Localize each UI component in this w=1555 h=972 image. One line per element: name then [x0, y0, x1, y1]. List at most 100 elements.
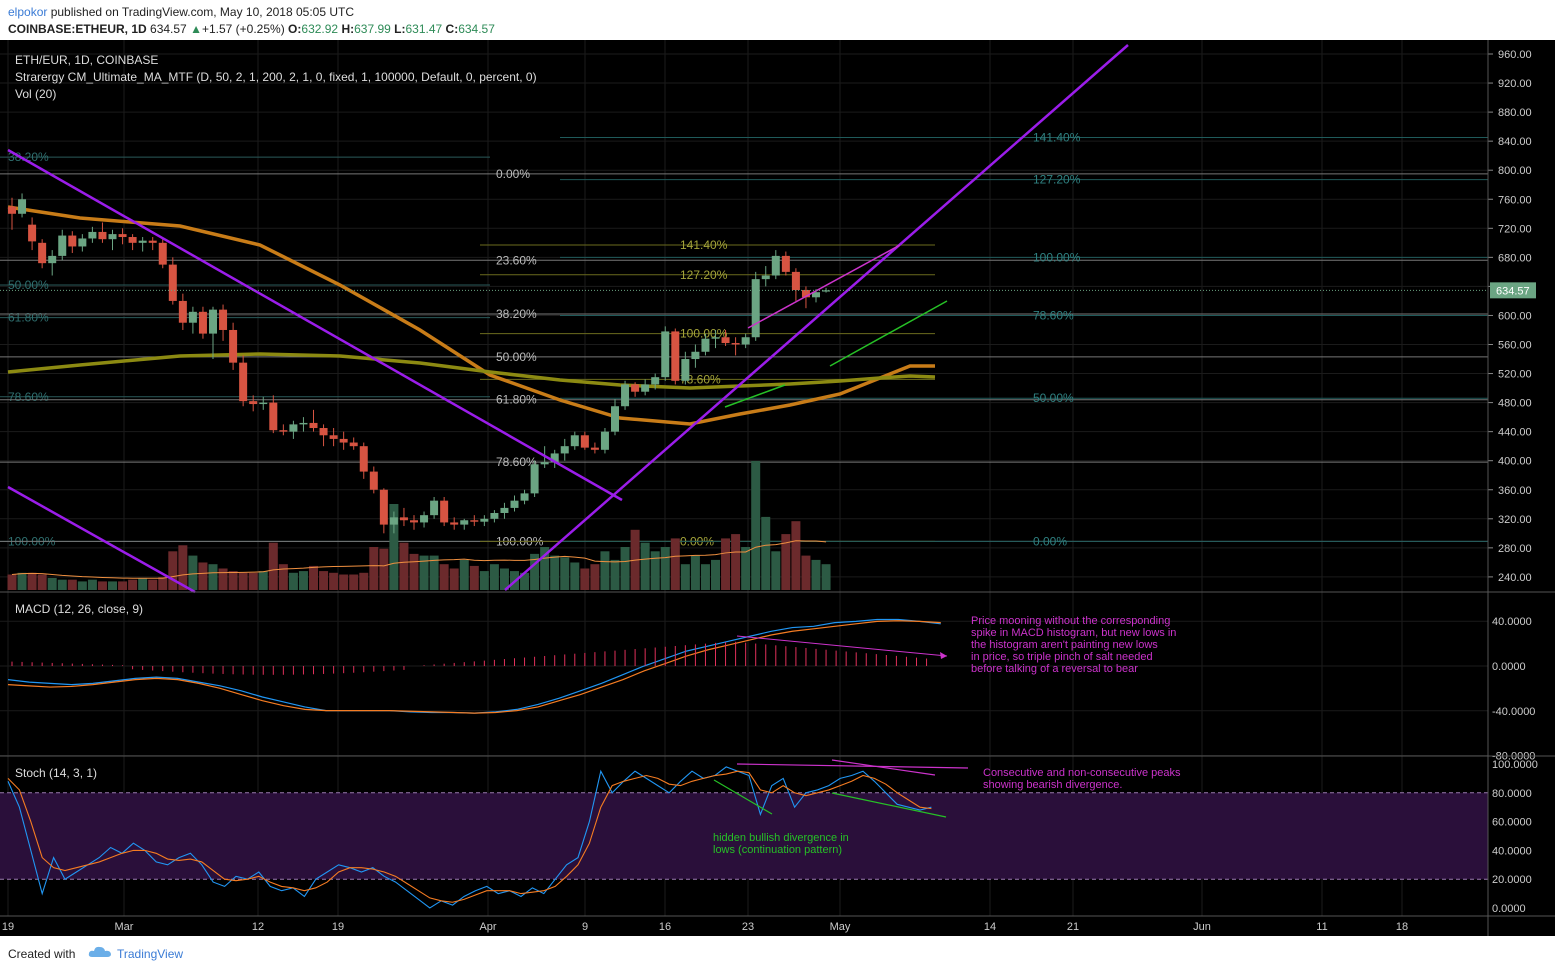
candle-body [289, 424, 298, 432]
legend-macd[interactable]: MACD (12, 26, close, 9) [15, 602, 143, 616]
stoch-tick-label: 40.0000 [1492, 845, 1532, 857]
volume-bar [128, 579, 138, 590]
chart-canvas[interactable]: 38.20% 50.00% 61.80% 78.60% 100.00% 0.00% 23.6… [0, 40, 1555, 936]
volume-bar [218, 568, 228, 590]
volume-bar [198, 562, 208, 590]
wedge-lower [829, 300, 948, 367]
price-tick-label: 480.00 [1498, 398, 1532, 410]
high-label: H: [341, 22, 355, 36]
volume-bar [479, 571, 489, 590]
candle-body [600, 431, 609, 450]
open-value: 632.92 [301, 22, 339, 36]
volume-bar [319, 571, 329, 590]
candle-body [590, 447, 599, 450]
candle-body [148, 240, 157, 243]
author-link[interactable]: elpokor [8, 5, 48, 19]
fibonacci-levels: 38.20% 50.00% 61.80% 78.60% 100.00% 0.00% 23.6… [0, 131, 1488, 548]
created-with-text: Created with [8, 947, 76, 961]
macd-tick-label: -40.0000 [1492, 706, 1535, 718]
macd-divergence-line [736, 635, 948, 657]
volume-bar [459, 559, 469, 590]
stoch-tick-label: 20.0000 [1492, 874, 1532, 886]
candle-body [701, 338, 710, 352]
axes: 960.00 920.00 880.00 840.00 800.00 760.00 720.… [0, 49, 1538, 933]
last-price: 634.57 [150, 22, 187, 36]
macd-tick-label: 0.0000 [1492, 661, 1526, 673]
volume-bar [449, 568, 459, 590]
volume-bar [268, 542, 278, 590]
volume-bar [17, 572, 27, 590]
fib-right-label: 78.60% [1033, 308, 1074, 322]
volume-bar [650, 551, 660, 590]
volume-bar [711, 559, 720, 590]
volume-bar [409, 553, 419, 590]
volume-bar [721, 538, 731, 590]
volume-bar [379, 548, 389, 590]
price-tick-label: 720.00 [1498, 223, 1532, 235]
fib-right-label: 127.20% [1033, 173, 1081, 187]
ma200-line [7, 352, 936, 390]
time-tick-label: 21 [1067, 921, 1079, 933]
legend-stoch[interactable]: Stoch (14, 3, 1) [15, 766, 97, 780]
candle-body [78, 238, 87, 247]
volume-bar [97, 581, 107, 590]
stoch-k-line [7, 766, 932, 909]
volume-bar [138, 577, 148, 590]
candle-body [440, 500, 449, 523]
candle-body [178, 300, 187, 323]
candle-body [118, 234, 127, 238]
candle-body [510, 500, 519, 508]
ohlc-line: COINBASE:ETHEUR, 1D 634.57 ▲+1.57 (+0.25… [8, 22, 495, 36]
candle-body [781, 255, 790, 272]
candle-body [520, 493, 529, 501]
candle-body [651, 377, 660, 385]
price-tick-label: 840.00 [1498, 136, 1532, 148]
candle-body [812, 292, 820, 298]
candle-body [681, 359, 690, 381]
tradingview-brand[interactable]: TradingView [117, 947, 184, 961]
volume-bar [389, 504, 399, 590]
fib-right-label: 141.40% [1033, 131, 1081, 145]
volume-bar [439, 564, 449, 590]
candle-body [198, 311, 207, 334]
legend-symbol[interactable]: ETH/EUR, 1D, COINBASE [15, 53, 158, 67]
candle-body [661, 331, 670, 378]
legend-volume[interactable]: Vol (20) [15, 87, 56, 101]
volume-bar [47, 577, 57, 590]
volume-bar [429, 555, 439, 590]
macd-tick-label: 40.0000 [1492, 616, 1532, 628]
candle-body [349, 442, 358, 447]
volume-bar [369, 547, 379, 590]
candle-body [389, 517, 398, 525]
legend-strategy[interactable]: Strarergy CM_Ultimate_MA_MTF (D, 50, 2, … [15, 70, 537, 84]
volume-ma-line [11, 540, 827, 579]
candle-body [269, 402, 278, 431]
candle-body [48, 255, 57, 264]
candle-body [168, 264, 177, 301]
volume-bar [821, 564, 831, 590]
candle-body [490, 512, 499, 519]
time-tick-label: 19 [332, 921, 344, 933]
stoch-low-line-2 [831, 792, 947, 818]
candle-body [58, 235, 67, 256]
volume-bar [77, 581, 87, 590]
candle-body [98, 231, 107, 240]
time-tick-label: 14 [984, 921, 996, 933]
support-line [724, 384, 786, 408]
volume-bar [208, 564, 218, 590]
annotation-macd: Price mooning without the corresponding … [971, 615, 1179, 675]
candle-body [8, 206, 16, 214]
stoch-peak-line-1 [736, 763, 969, 769]
volume-bar [469, 565, 479, 590]
candle-body [550, 453, 559, 463]
candle-body [259, 402, 268, 405]
symbol-full: COINBASE:ETHEUR, 1D [8, 22, 147, 36]
candle-body [329, 435, 338, 439]
candle-body [68, 235, 77, 247]
candle-body [671, 331, 680, 381]
publish-line: elpokor published on TradingView.com, Ma… [8, 5, 354, 19]
fib-mid-label: 23.60% [496, 253, 537, 267]
candle-body [631, 384, 640, 392]
stoch-band [0, 792, 1488, 880]
volume-bar [690, 555, 700, 590]
